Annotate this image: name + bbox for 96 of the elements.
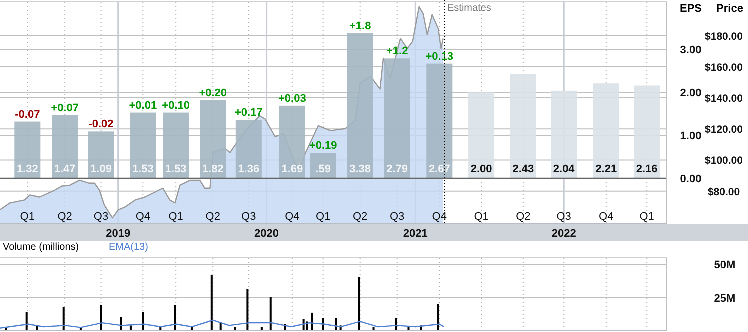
x-tick-label: Q4 (599, 211, 614, 223)
bar (347, 33, 374, 178)
bar (593, 84, 620, 178)
y-tick-label: 0.00 (680, 173, 702, 186)
bar (62, 306, 65, 331)
y-axis-title: EPS (680, 3, 702, 15)
annotation: +0.20 (199, 87, 228, 100)
annotation: +1.8 (349, 20, 372, 32)
x2-tick-label: 2020 (254, 228, 280, 240)
data-label: 2.21 (596, 163, 618, 176)
y-tick-label: 25M (714, 292, 736, 305)
x-tick-label: Q2 (206, 211, 220, 223)
data-label: 1.69 (282, 163, 304, 176)
x-tick-label: Q4 (432, 211, 447, 223)
annotation: -0.02 (88, 118, 114, 131)
data-label: 2.79 (386, 163, 408, 176)
bar (26, 312, 28, 331)
bar (634, 86, 660, 178)
bar (200, 100, 226, 178)
x-tick-label: Q4 (136, 211, 151, 223)
x-tick-label: Q3 (390, 211, 405, 223)
x-tick-label: Q3 (94, 211, 109, 223)
bar (437, 304, 440, 331)
bar (358, 276, 360, 331)
data-label: 2.00 (470, 163, 492, 176)
bar (100, 304, 102, 331)
data-label: .59 (316, 163, 331, 176)
y2-tick-label: $80.00 (708, 186, 740, 198)
annotation: +0.19 (309, 140, 338, 152)
y2-tick-label: $100.00 (705, 155, 744, 168)
data-label: 1.53 (132, 163, 154, 176)
bar (468, 92, 495, 178)
bar (130, 112, 156, 178)
bar (236, 120, 262, 178)
annotation: +1.2 (386, 46, 408, 58)
x-tick-label: Q1 (640, 211, 654, 223)
bar (174, 304, 176, 331)
data-label: 2.67 (428, 163, 450, 176)
y2-tick-label: $120.00 (705, 124, 744, 136)
y-tick-label: 2.00 (680, 88, 702, 100)
x-tick-label: Q3 (556, 211, 572, 223)
ref-line-label: Estimates (448, 3, 492, 14)
x-tick-label: Q1 (316, 211, 331, 223)
y2-axis-title: Price (716, 3, 744, 15)
y2-tick-label: $140.00 (705, 92, 744, 105)
bar (52, 115, 78, 178)
text: EMA(13) (109, 242, 148, 253)
x2-tick-label: 2022 (552, 228, 576, 240)
bar (246, 289, 249, 331)
y2-tick-label: $180.00 (705, 30, 744, 43)
x-tick-label: Q2 (58, 211, 72, 223)
data-label: 2.16 (636, 163, 658, 176)
y-axis-title: Volume (millions) (3, 242, 80, 253)
bar (311, 312, 314, 331)
annotation: -0.07 (15, 108, 40, 121)
annotation: +0.13 (426, 50, 454, 63)
y-tick-label: 1.00 (680, 130, 702, 143)
x-tick-label: Q2 (353, 211, 368, 223)
bar (551, 90, 578, 178)
data-label: 1.32 (16, 163, 38, 176)
annotation: +0.03 (278, 92, 306, 105)
bar (130, 326, 132, 331)
bar (88, 132, 114, 178)
annotation: +0.10 (162, 100, 190, 112)
annotation: +0.07 (51, 102, 79, 114)
data-label: 2.43 (512, 163, 534, 176)
data-label: 1.09 (90, 163, 112, 176)
bar (270, 297, 272, 331)
data-label: 1.82 (202, 163, 224, 176)
x-tick-label: Q4 (285, 211, 300, 223)
x-tick-label: Q3 (242, 211, 256, 223)
x2-tick-label: 2019 (106, 228, 131, 240)
bar (142, 312, 144, 331)
data-label: 1.36 (238, 163, 260, 176)
x-tick-label: Q2 (516, 211, 531, 223)
x-tick-label: Q1 (474, 211, 489, 223)
x-tick-label: Q1 (168, 211, 184, 223)
annotation: +0.17 (234, 107, 263, 120)
bar (510, 74, 536, 178)
data-label: 1.47 (54, 163, 76, 176)
bar (14, 122, 41, 178)
bar (426, 64, 453, 178)
data-label: 3.38 (350, 163, 372, 176)
y2-tick-label: $160.00 (705, 62, 744, 74)
bar (279, 106, 306, 178)
line-series (0, 320, 445, 329)
bar (210, 274, 213, 331)
x-tick-label: Q1 (20, 211, 35, 223)
y-tick-label: 3.00 (680, 44, 702, 57)
annotation: +0.01 (129, 100, 158, 112)
x2-tick-label: 2021 (403, 228, 428, 240)
data-label: 2.04 (553, 163, 576, 176)
data-label: 1.53 (165, 163, 187, 176)
y-tick-label: 50M (714, 260, 736, 272)
bar (384, 58, 410, 178)
bar (163, 112, 190, 178)
